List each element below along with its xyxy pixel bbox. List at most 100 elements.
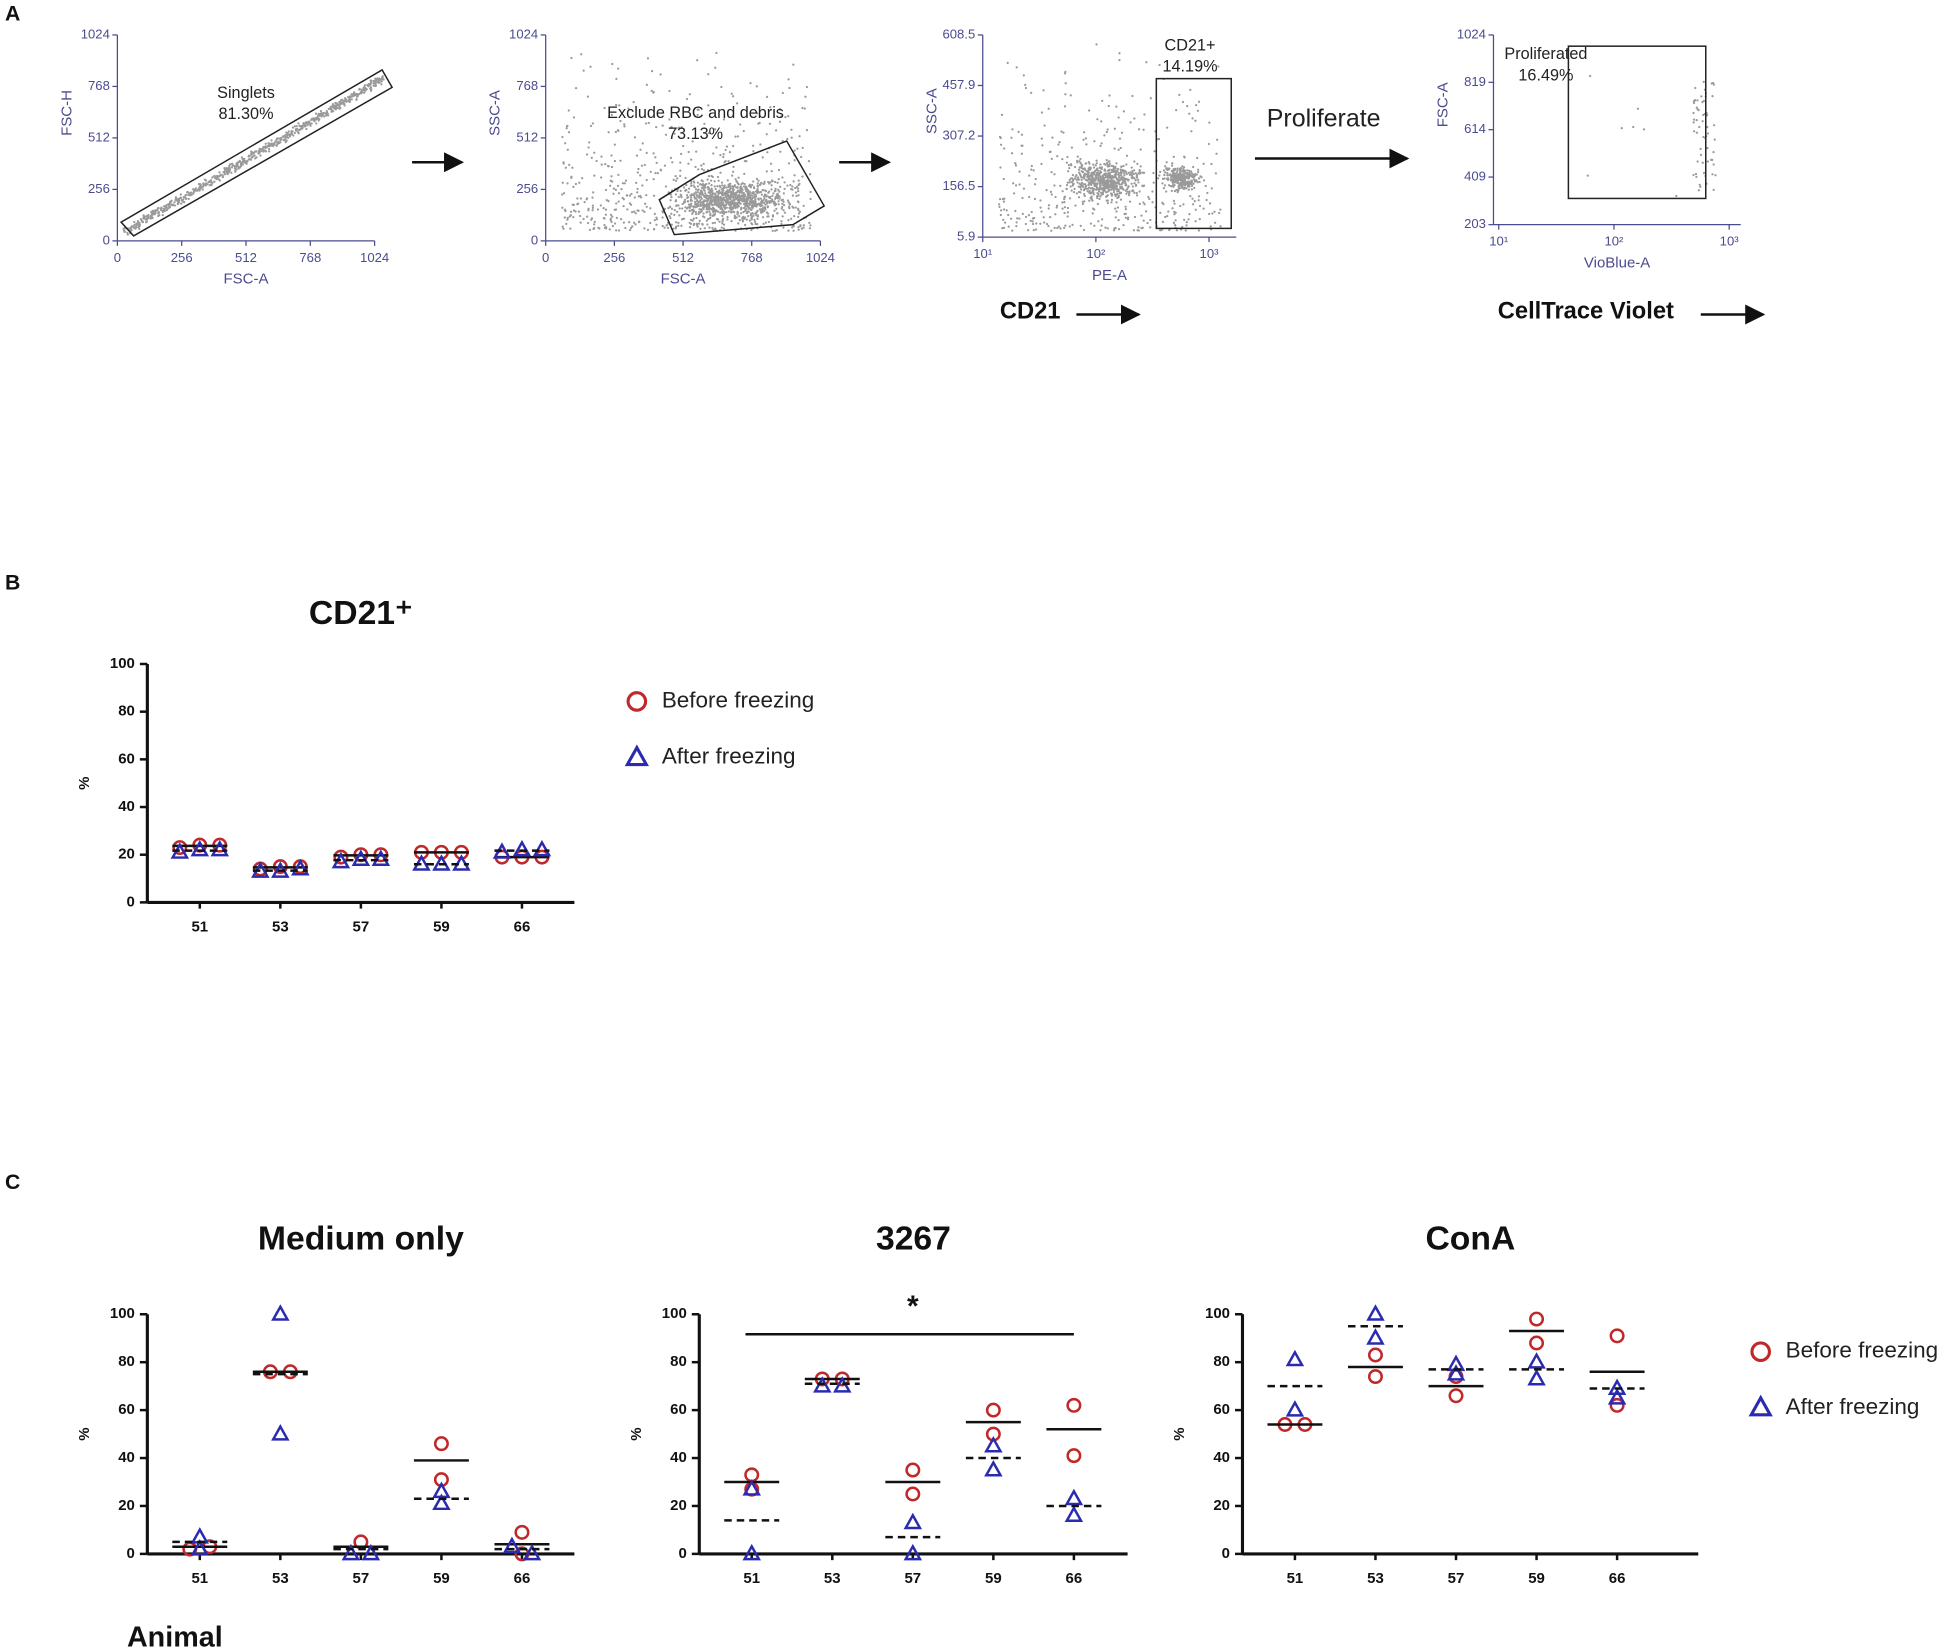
event-dot (1149, 97, 1152, 100)
event-dot (1078, 166, 1081, 169)
event-dot (1182, 166, 1186, 169)
y-axis-title: % (76, 1427, 93, 1440)
event-dot (663, 226, 666, 229)
event-dot (1111, 180, 1115, 183)
event-dot (1092, 180, 1095, 183)
event-dot (1131, 185, 1134, 188)
event-dot (248, 155, 251, 158)
x-tick-label: 10² (1604, 234, 1624, 249)
point (512, 839, 532, 857)
event-dot (621, 182, 624, 185)
event-dot (789, 183, 792, 187)
event-dot (1114, 172, 1117, 176)
event-dot (1197, 177, 1201, 180)
event-dot (695, 150, 698, 153)
event-dot (1045, 222, 1049, 226)
x-tick-label: 57 (353, 918, 370, 935)
event-dot (1152, 181, 1155, 184)
event-dot (688, 209, 691, 213)
event-dot (283, 138, 286, 142)
y-tick-label: 100 (662, 1305, 687, 1322)
event-dot (797, 226, 800, 229)
event-dot (722, 227, 726, 230)
gate-label: Singlets (217, 84, 275, 102)
event-dot (1108, 94, 1111, 97)
event-dot (1107, 104, 1110, 108)
event-dot (1080, 178, 1083, 181)
event-dot (1702, 80, 1705, 83)
event-dot (1116, 182, 1120, 185)
x-tick-label: 1024 (360, 250, 389, 265)
event-dot (742, 207, 746, 210)
event-dot (1049, 190, 1053, 193)
event-dot (697, 200, 701, 204)
event-dot (572, 209, 576, 212)
x-tick-label: 53 (272, 918, 289, 935)
y-tick-label: 80 (118, 703, 135, 720)
event-dot (998, 205, 1001, 209)
event-dot (637, 220, 641, 223)
point (172, 840, 188, 856)
event-dot (1011, 229, 1014, 232)
event-dot (637, 167, 640, 171)
event-dot (771, 194, 774, 197)
event-dot (340, 98, 344, 101)
event-dot (713, 185, 716, 188)
event-dot (733, 199, 736, 202)
point (984, 1436, 1003, 1453)
y-tick-label: 20 (1213, 1497, 1230, 1514)
event-dot (1158, 174, 1161, 177)
event-dot (267, 147, 271, 151)
event-dot (1196, 156, 1199, 160)
event-dot (678, 207, 681, 210)
point (190, 1539, 210, 1556)
event-dot (1088, 199, 1091, 202)
event-dot (1105, 161, 1109, 165)
event-dot (751, 212, 754, 215)
event-dot (1114, 207, 1117, 210)
event-dot (684, 210, 687, 213)
event-dot (670, 195, 673, 199)
event-dot (680, 152, 683, 156)
event-dot (615, 216, 618, 220)
legend-marker (624, 744, 650, 767)
event-dot (735, 186, 738, 189)
event-dot (1054, 195, 1057, 199)
event-dot (802, 204, 805, 207)
event-dot (363, 91, 366, 94)
event-dot (1192, 173, 1195, 176)
event-dot (1010, 136, 1013, 139)
event-dot (329, 108, 333, 111)
event-dot (1197, 199, 1200, 202)
event-dot (732, 193, 736, 197)
event-dot (744, 205, 747, 208)
event-dot (297, 122, 300, 125)
event-dot (747, 215, 750, 218)
event-dot (725, 206, 728, 209)
event-dot (223, 173, 227, 176)
event-dot (327, 107, 330, 111)
gate-label: CD21+ (1165, 36, 1216, 54)
y-tick-label: 80 (118, 1353, 135, 1370)
event-dot (1117, 175, 1121, 179)
event-dot (1080, 181, 1084, 184)
event-dot (721, 219, 724, 222)
event-dot (129, 226, 133, 229)
gate (1567, 45, 1707, 200)
event-dot (723, 211, 726, 214)
event-dot (1080, 163, 1083, 166)
event-dot (1100, 120, 1103, 123)
event-dot (203, 178, 207, 181)
event-dot (1082, 138, 1085, 141)
event-dot (694, 188, 698, 191)
event-dot (770, 169, 773, 173)
event-dot (700, 179, 703, 182)
event-dot (1018, 183, 1021, 186)
event-dot (655, 161, 658, 165)
event-dot (731, 174, 734, 177)
event-dot (761, 216, 765, 219)
x-tick-label: 0 (542, 250, 549, 265)
event-dot (641, 142, 644, 145)
